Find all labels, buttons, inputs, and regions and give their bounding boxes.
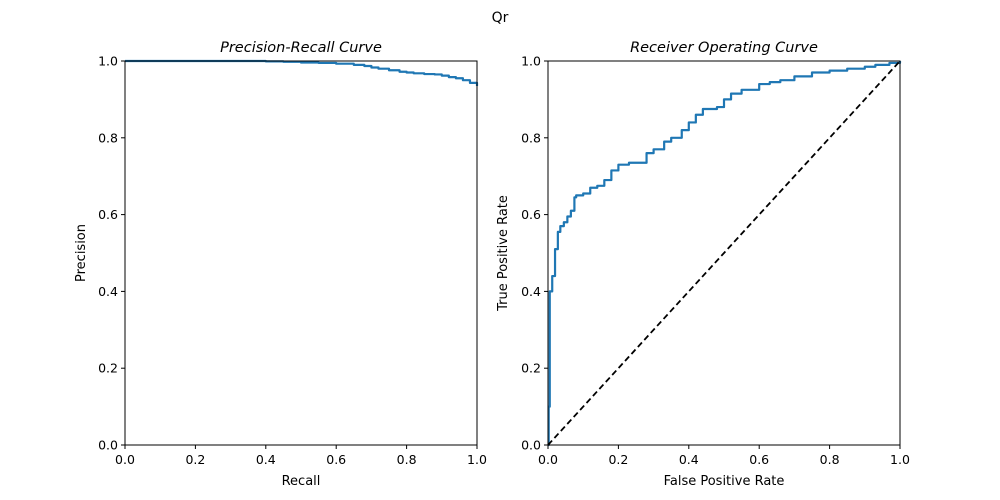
precision-recall-ytick-label: 1.0 (98, 54, 118, 69)
precision-recall-ytick-label: 0.2 (98, 361, 118, 376)
roc-ylabel: True Positive Rate (496, 195, 511, 312)
precision-recall-xtick-label: 1.0 (467, 452, 487, 467)
roc-ytick-label: 0.0 (521, 438, 541, 453)
roc-panel: Receiver Operating Curve 0.0 0.2 0.4 0.6 0.8… (496, 40, 910, 489)
precision-recall-xlabel: Recall (282, 474, 321, 489)
precision-recall-xtick-label: 0.6 (326, 452, 346, 467)
roc-xtick-label: 0.8 (820, 452, 840, 467)
roc-xtick-label: 0.0 (538, 452, 558, 467)
roc-ytick-label: 0.4 (521, 284, 541, 299)
precision-recall-xtick-label: 0.8 (397, 452, 417, 467)
roc-xlabel: False Positive Rate (664, 474, 785, 489)
roc-title: Receiver Operating Curve (630, 40, 818, 56)
roc-xtick-label: 1.0 (890, 452, 910, 467)
roc-axes-frame (547, 60, 901, 446)
precision-recall-xtick-label: 0.4 (256, 452, 276, 467)
precision-recall-title: Precision-Recall Curve (220, 40, 382, 56)
roc-ytick-label: 0.2 (521, 361, 541, 376)
roc-xtick-label: 0.6 (749, 452, 769, 467)
precision-recall-plot-area: 0.0 0.2 0.4 0.6 0.8 1.0 0.0 0.2 0.4 0.6 0.8 1.0 (98, 54, 487, 468)
precision-recall-curve-line (125, 59, 479, 86)
precision-recall-ytick-label: 0.0 (98, 438, 118, 453)
roc-curve-line (547, 61, 902, 447)
roc-xtick-label: 0.4 (679, 452, 699, 467)
precision-recall-xtick-label: 0.2 (185, 452, 205, 467)
roc-ytick-label: 0.6 (521, 207, 541, 222)
figure-suptitle: Qr (492, 10, 509, 26)
roc-chance-line (547, 60, 901, 446)
roc-xtick-label: 0.2 (608, 452, 628, 467)
precision-recall-ytick-label: 0.8 (98, 130, 118, 145)
roc-ytick-label: 1.0 (521, 54, 541, 69)
precision-recall-ylabel: Precision (74, 224, 89, 282)
precision-recall-panel: Precision-Recall Curve 0.0 0.2 0.4 0.6 0.8 1.… (74, 40, 487, 489)
precision-recall-ytick-label: 0.4 (98, 284, 118, 299)
precision-recall-axes-frame (124, 60, 478, 446)
roc-ytick-label: 0.8 (521, 130, 541, 145)
roc-plot-area: 0.0 0.2 0.4 0.6 0.8 1.0 0.0 0.2 0.4 0.6 0.8 1.0 (521, 54, 910, 468)
precision-recall-ytick-label: 0.6 (98, 207, 118, 222)
precision-recall-xtick-label: 0.0 (115, 452, 135, 467)
